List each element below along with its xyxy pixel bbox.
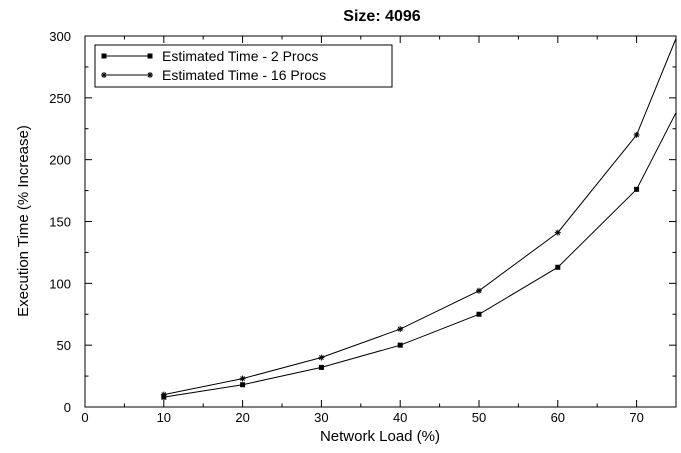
legend-label-16-procs: Estimated Time - 16 Procs xyxy=(162,67,326,83)
x-tick-label: 0 xyxy=(81,410,88,425)
x-tick-label: 10 xyxy=(157,410,171,425)
marker-square xyxy=(318,364,324,370)
x-tick-label: 70 xyxy=(629,410,643,425)
legend-marker-square xyxy=(147,53,153,59)
marker-square xyxy=(555,264,561,270)
y-tick-label: 50 xyxy=(57,338,71,353)
marker-star xyxy=(476,287,482,294)
marker-star xyxy=(633,131,640,138)
marker-star xyxy=(554,229,561,236)
marker-star-stroke xyxy=(101,72,107,78)
y-tick-label: 250 xyxy=(49,91,71,106)
axis-ticks: 0 10 20 30 40 50 60 70 0 50 100 150 200 250 300 xyxy=(49,29,676,425)
plot-frame xyxy=(84,35,677,408)
series-layer xyxy=(160,38,677,400)
legend: Estimated Time - 2 Procs Estimated Time … xyxy=(94,44,393,88)
marker-star xyxy=(147,72,153,78)
marker-square xyxy=(240,382,246,388)
legend-marker-square xyxy=(101,53,107,59)
marker-star xyxy=(239,375,246,382)
y-tick-label: 300 xyxy=(49,29,71,44)
x-tick-label: 40 xyxy=(393,410,407,425)
marker-star xyxy=(101,72,107,78)
y-tick-label: 100 xyxy=(49,276,71,291)
marker-star xyxy=(397,326,404,333)
y-tick-label: 0 xyxy=(64,400,71,415)
marker-star-stroke xyxy=(240,376,246,382)
legend-label-2-procs: Estimated Time - 2 Procs xyxy=(162,48,318,64)
marker-star-stroke xyxy=(147,72,153,78)
x-tick-label: 30 xyxy=(314,410,328,425)
marker-star-stroke xyxy=(634,132,640,138)
marker-square xyxy=(476,311,482,317)
y-axis-label: Execution Time (% Increase) xyxy=(15,125,32,317)
series-1 xyxy=(160,38,677,398)
marker-star-stroke xyxy=(397,326,403,332)
legend-box xyxy=(94,44,393,88)
series-line xyxy=(163,38,677,396)
marker-star-stroke xyxy=(161,392,167,398)
marker-star xyxy=(318,354,325,361)
x-tick-label: 60 xyxy=(551,410,565,425)
marker-star-stroke xyxy=(555,230,561,236)
chart-title: Size: 4096 xyxy=(343,8,420,25)
series-0 xyxy=(161,112,677,400)
x-tick-label: 50 xyxy=(472,410,486,425)
series-line xyxy=(163,112,677,398)
marker-square xyxy=(397,342,403,348)
x-axis-label: Network Load (%) xyxy=(320,428,440,445)
y-tick-label: 200 xyxy=(49,153,71,168)
marker-star xyxy=(160,391,167,398)
x-tick-label: 20 xyxy=(235,410,249,425)
marker-square xyxy=(634,186,640,192)
y-tick-label: 150 xyxy=(49,215,71,230)
marker-star-stroke xyxy=(318,355,324,360)
marker-star-stroke xyxy=(476,288,482,294)
